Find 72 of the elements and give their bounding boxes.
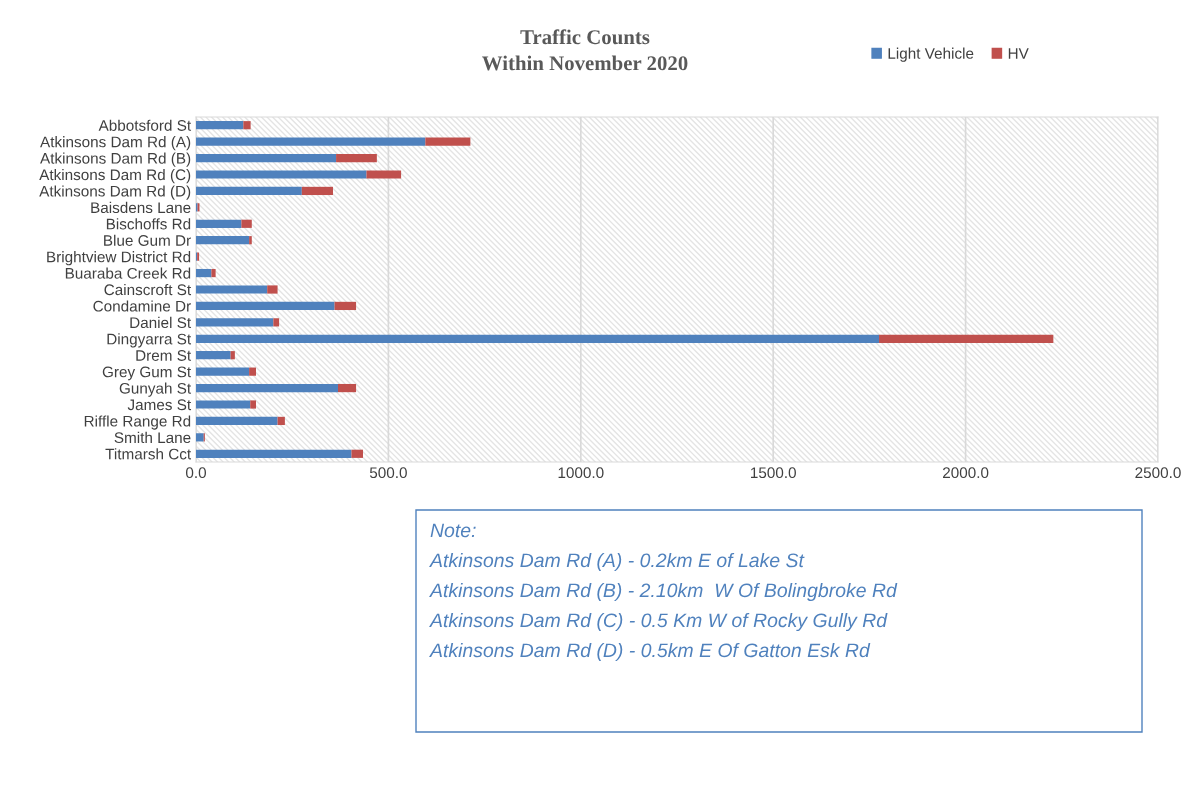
text: Atkinsons Dam Rd (D) - 0.5km E Of Gatton Esk Rd (429, 642, 871, 662)
y-tick-label: Riffle Range Rd (84, 415, 191, 430)
bar (196, 186, 302, 196)
bar (366, 170, 402, 179)
y-tick-label: Abbotsford St (98, 119, 192, 131)
x-tick-label: 1500.0 (751, 467, 796, 479)
bar (879, 334, 1054, 343)
bar (196, 449, 352, 458)
bar (336, 153, 377, 163)
x-tick-label: 2000.0 (943, 467, 989, 479)
y-tick-label: Buaraba Creek Rd (65, 267, 191, 279)
y-tick-label: Titmarsh Cct (105, 448, 192, 460)
bar (196, 383, 338, 393)
bar (196, 153, 337, 163)
bar (196, 121, 244, 130)
bar (196, 367, 250, 376)
bar (249, 367, 257, 376)
y-tick-label: Bischoffs Rd (106, 218, 191, 230)
y-tick-label: Blue Gum Dr (104, 234, 191, 246)
y-tick-label: Cainscroft St (104, 283, 192, 296)
bar (230, 351, 235, 360)
bar (196, 351, 231, 360)
bar (211, 268, 216, 278)
bar (273, 318, 280, 327)
y-tick-label: Atkinsons Dam Rd (B) (40, 152, 191, 167)
bar (351, 449, 363, 458)
bar (196, 236, 250, 245)
y-tick-label: Dingyarra St (107, 333, 192, 348)
bar (249, 236, 252, 245)
bar (196, 285, 268, 294)
bar (277, 416, 285, 426)
y-tick-label: Atkinsons Dam Rd (A) (40, 136, 191, 151)
bar (196, 416, 278, 426)
chart-title: Traffic Counts Within November 2020 (482, 29, 688, 71)
y-tick-label: Atkinsons Dam Rd (C) (39, 168, 191, 184)
y-tick-label: Smith Lane (114, 431, 191, 444)
bar (196, 318, 274, 327)
bar (243, 121, 251, 130)
y-tick-label: Baisdens Lane (91, 201, 191, 214)
bar (196, 137, 426, 146)
text: Atkinsons Dam Rd (B) - 2.10km W Of Bolingbroke Rd (429, 582, 898, 602)
bar (334, 301, 357, 311)
legend-label: Light Vehicle (888, 47, 974, 62)
legend-label: HV (1008, 48, 1029, 59)
text: Atkinsons Dam Rd (A) - 0.2km E of Lake St (429, 552, 805, 572)
y-tick-label: Brightview District Rd (47, 251, 191, 266)
y-tick-label: Grey Gum St (102, 366, 192, 381)
bar (196, 433, 204, 442)
bar (267, 285, 278, 294)
y-tick-label: Atkinsons Dam Rd (D) (39, 185, 191, 200)
text: Note: (430, 523, 476, 538)
bar (301, 186, 333, 196)
y-tick-label: Gunyah St (119, 382, 192, 397)
x-tick-label: 0.0 (185, 467, 207, 479)
bar (196, 219, 242, 228)
bar (337, 383, 357, 393)
y-tick-label: Condamine Dr (93, 300, 191, 312)
x-tick-label: 500.0 (369, 467, 407, 479)
x-tick-label: 1000.0 (558, 467, 604, 479)
bar (196, 268, 212, 278)
bar (196, 170, 367, 179)
bar (241, 219, 252, 228)
y-tick-label: James St (127, 399, 192, 411)
y-tick-label: Drem St (136, 350, 192, 361)
x-tick-label: 2500.0 (1135, 467, 1181, 479)
bar (196, 301, 335, 311)
bar (196, 400, 251, 409)
text: Atkinsons Dam Rd (C) - 0.5 Km W of Rocky Gully Rd (429, 612, 888, 632)
bar (196, 334, 880, 343)
y-tick-label: Daniel St (130, 316, 192, 329)
bar (425, 137, 471, 146)
bar (250, 400, 257, 409)
